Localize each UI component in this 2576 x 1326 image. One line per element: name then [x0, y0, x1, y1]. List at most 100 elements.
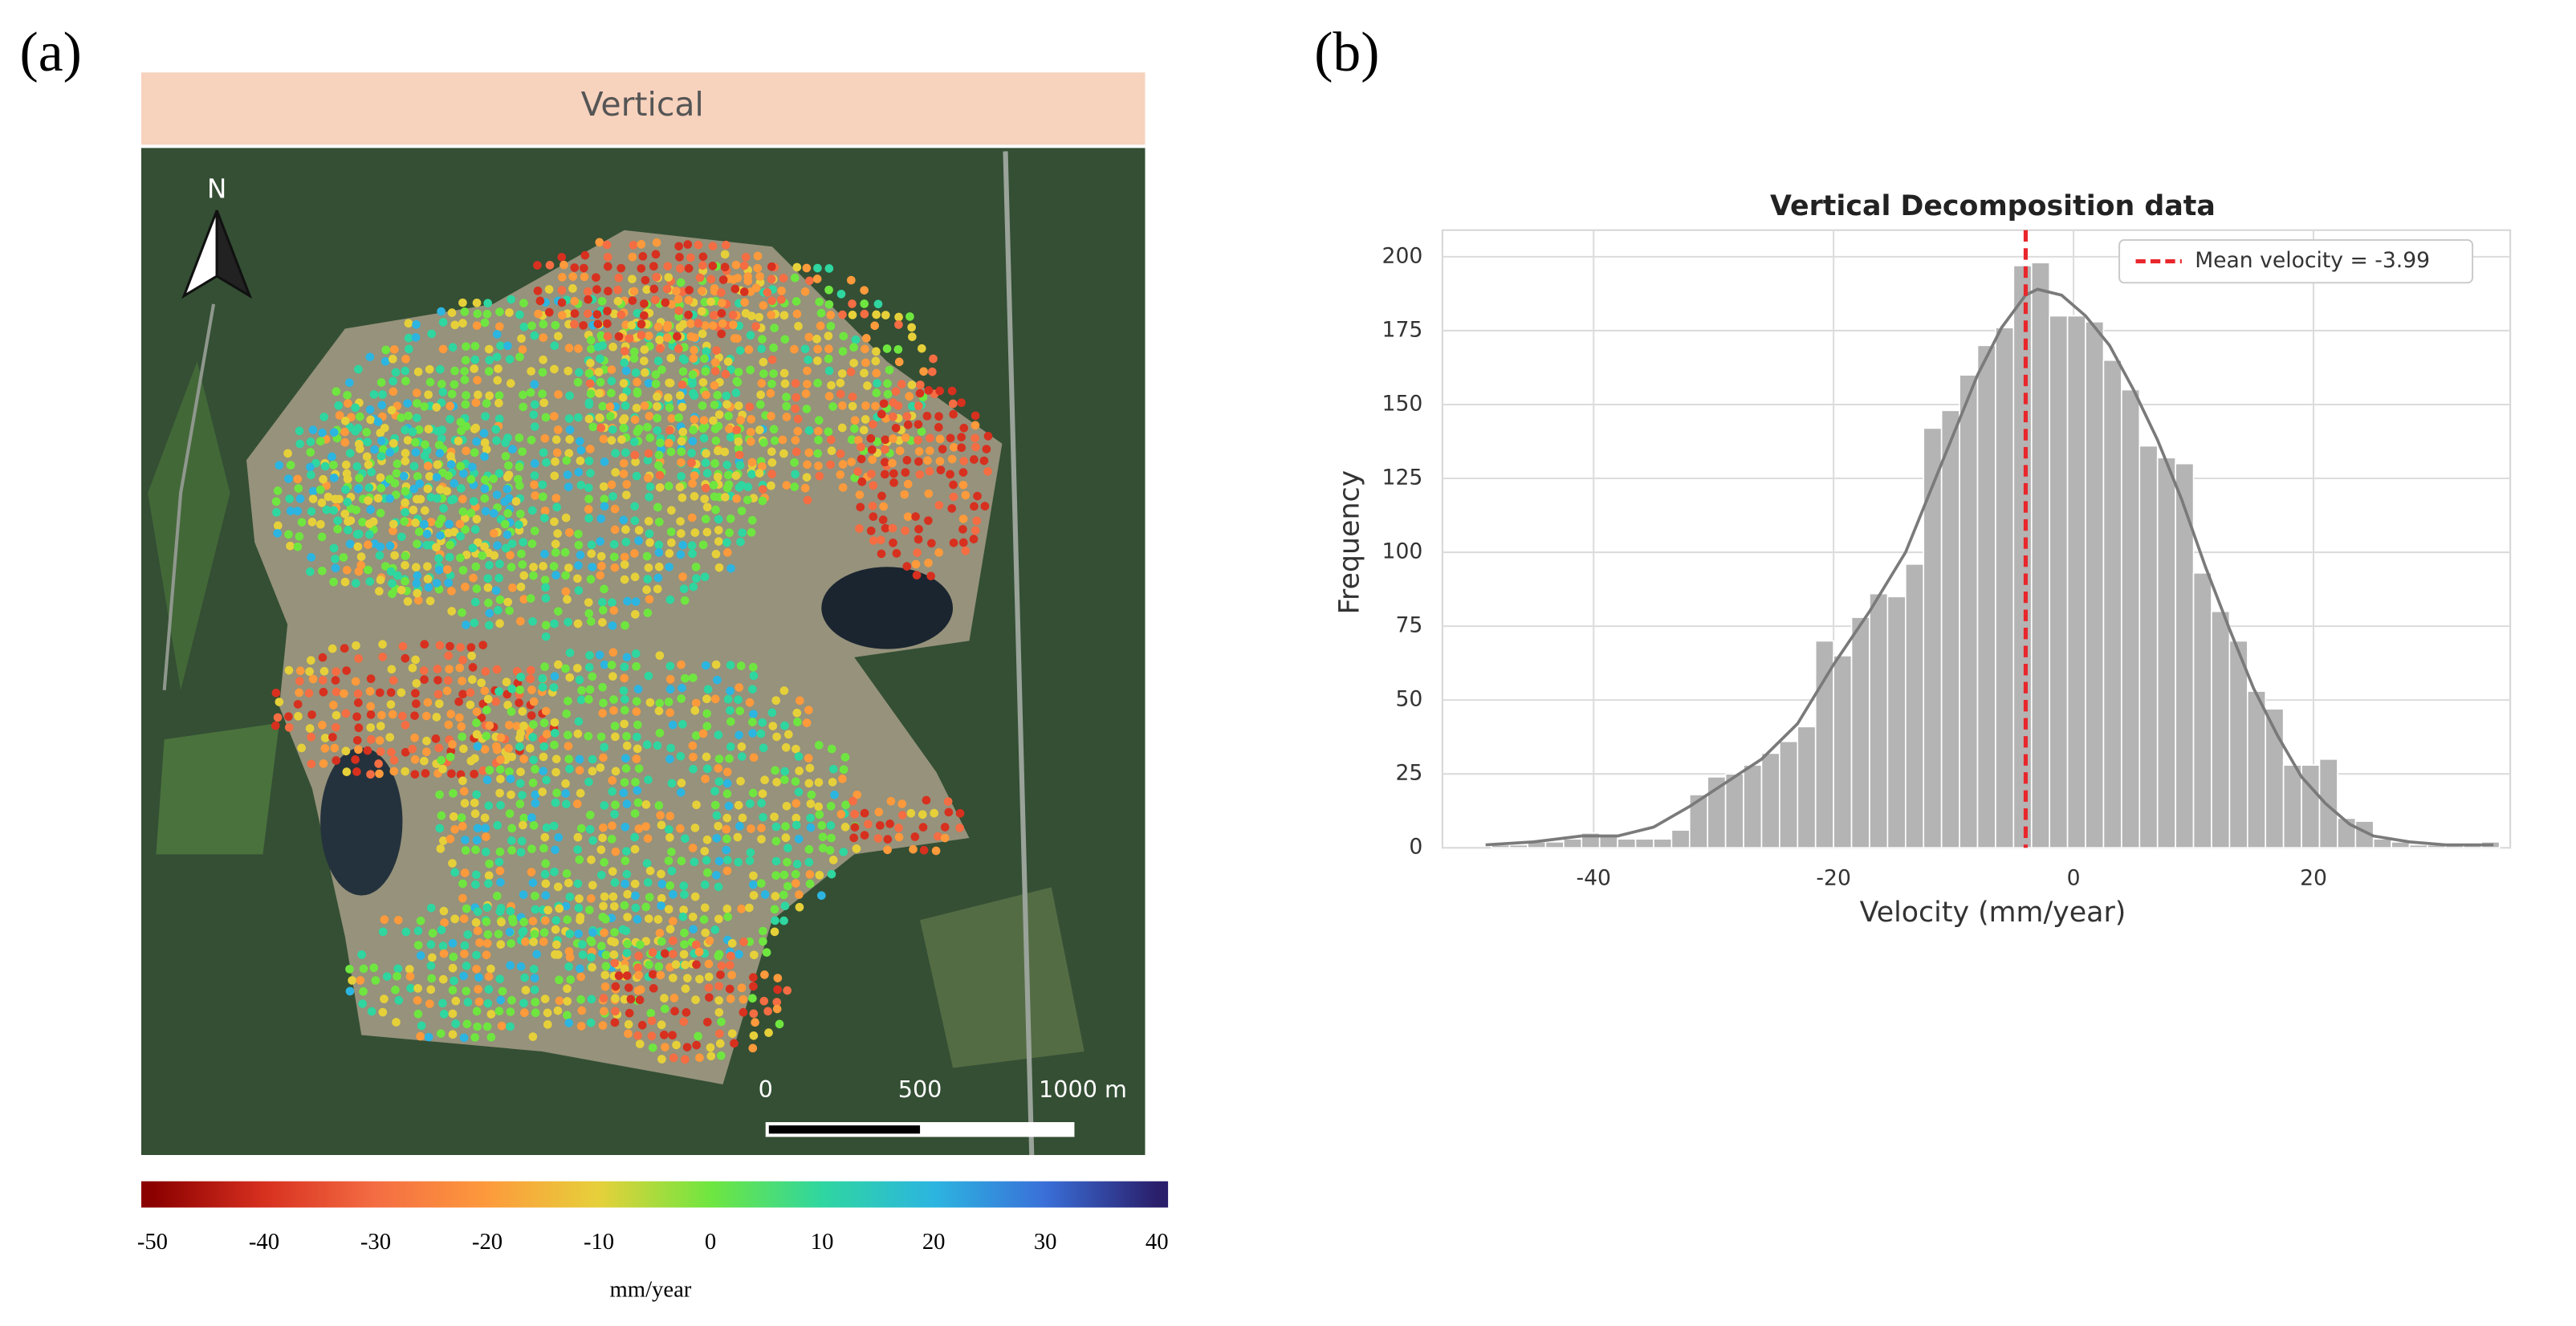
- map-point: [480, 745, 490, 754]
- map-point: [458, 776, 467, 786]
- map-point: [869, 481, 878, 490]
- map-point: [730, 284, 740, 294]
- map-point: [446, 460, 456, 469]
- map-point: [420, 640, 429, 649]
- map-point: [405, 965, 414, 974]
- map-point: [702, 449, 710, 458]
- legend-label: Mean velocity = -3.99: [2195, 248, 2430, 273]
- map-point: [690, 415, 699, 424]
- map-point: [634, 536, 643, 545]
- map-point: [603, 319, 612, 328]
- map-point: [667, 779, 677, 788]
- map-point: [354, 745, 363, 755]
- map-point: [551, 320, 560, 330]
- map-point: [584, 414, 594, 424]
- map-point: [470, 341, 480, 351]
- map-point: [792, 744, 800, 754]
- map-point: [824, 285, 833, 295]
- map-point: [466, 643, 476, 652]
- map-point: [341, 709, 351, 718]
- map-point: [771, 836, 781, 846]
- map-point: [608, 492, 617, 501]
- map-point: [722, 483, 732, 493]
- map-point: [860, 309, 869, 319]
- map-point: [597, 296, 607, 306]
- map-point: [645, 538, 654, 547]
- map-point: [603, 307, 612, 315]
- map-point: [412, 388, 421, 397]
- map-point: [621, 525, 630, 535]
- map-point: [482, 309, 492, 319]
- map-point: [689, 764, 698, 774]
- map-point: [620, 662, 629, 672]
- map-point: [653, 915, 663, 924]
- map-point: [653, 413, 662, 423]
- map-point: [839, 332, 848, 341]
- map-point: [420, 675, 429, 684]
- map-point: [647, 1016, 657, 1026]
- map-point: [295, 426, 304, 436]
- map-point: [860, 286, 869, 295]
- map-point: [670, 1007, 679, 1016]
- map-point: [783, 730, 793, 739]
- map-point: [438, 344, 448, 354]
- map-point: [495, 866, 505, 876]
- map-point: [759, 743, 768, 753]
- map-point: [611, 449, 620, 458]
- map-point: [436, 1029, 446, 1038]
- map-point: [655, 517, 664, 527]
- map-point: [748, 1043, 758, 1053]
- map-point: [714, 515, 723, 524]
- map-point: [771, 766, 779, 775]
- map-point: [654, 562, 664, 571]
- map-point: [462, 446, 470, 456]
- map-point: [574, 413, 583, 422]
- map-point: [273, 713, 283, 722]
- map-point: [540, 662, 549, 671]
- map-point: [598, 682, 607, 692]
- map-point: [689, 752, 698, 762]
- map-point: [447, 607, 456, 616]
- map-point: [519, 755, 528, 763]
- map-point: [352, 767, 361, 776]
- map-point: [334, 401, 343, 410]
- map-point: [702, 764, 712, 773]
- map-point: [692, 1040, 701, 1050]
- map-point: [427, 974, 436, 983]
- map-point: [957, 443, 967, 453]
- map-point: [747, 824, 755, 833]
- map-point: [343, 474, 352, 484]
- map-point: [764, 1028, 773, 1037]
- map-point: [804, 779, 814, 788]
- map-point: [665, 403, 674, 413]
- map-point: [732, 494, 741, 503]
- map-point: [712, 834, 722, 843]
- map-point: [543, 905, 553, 915]
- map-point: [551, 755, 561, 763]
- map-point: [541, 891, 551, 900]
- map-point: [483, 694, 493, 704]
- map-point: [416, 951, 425, 960]
- map-point: [584, 514, 593, 523]
- map-point: [435, 641, 445, 650]
- map-point: [408, 427, 417, 437]
- map-point: [918, 810, 927, 820]
- map-point: [332, 756, 341, 765]
- map-point: [779, 686, 789, 695]
- map-point: [484, 344, 494, 354]
- map-point: [366, 415, 375, 425]
- map-point: [714, 755, 724, 763]
- map-point: [793, 414, 803, 424]
- map-point: [555, 904, 564, 913]
- map-point: [710, 492, 719, 502]
- legend-box: [2118, 238, 2474, 284]
- map-point: [665, 378, 674, 388]
- map-point: [362, 428, 371, 437]
- map-point: [507, 846, 516, 855]
- map-point: [561, 779, 570, 788]
- map-point: [600, 660, 609, 669]
- map-point: [462, 620, 470, 629]
- map-point: [770, 436, 779, 445]
- map-point: [472, 584, 482, 593]
- map-point: [341, 460, 351, 470]
